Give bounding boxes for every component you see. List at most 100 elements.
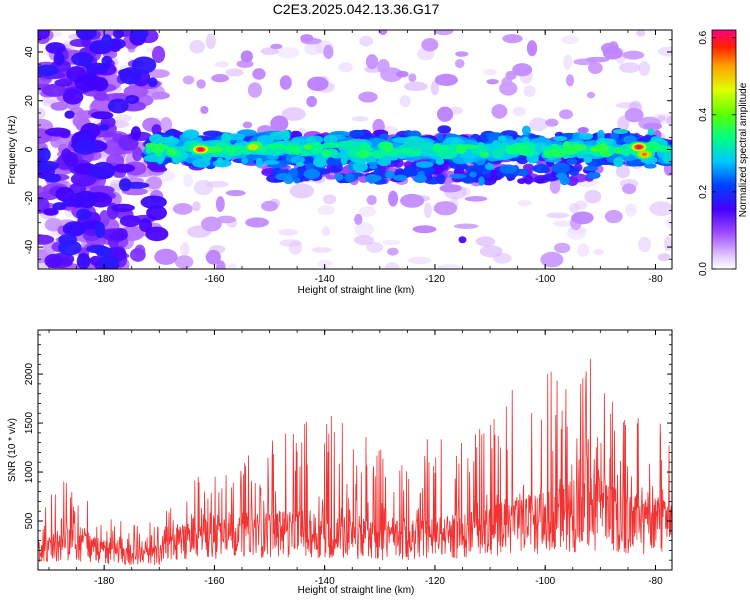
spectrogram-blob [533, 163, 549, 174]
spectrogram-blob [492, 139, 501, 148]
spectrogram-blob [358, 149, 369, 159]
spectrogram-blob [366, 241, 384, 253]
spectrogram-blob [211, 73, 229, 83]
spectrogram-blob [638, 61, 651, 76]
spectrogram-blob [596, 143, 609, 154]
spectrogram-blob [352, 161, 368, 172]
spectrogram-blob [146, 205, 167, 221]
spectrogram-blob [41, 83, 67, 97]
spectrogram-blob [42, 208, 59, 216]
spectrogram-blob [583, 165, 599, 172]
spectrogram-blob [90, 111, 114, 120]
colorbar-gradient [711, 29, 737, 270]
spectrogram-blob [636, 145, 642, 149]
spectrogram-blob [245, 217, 269, 228]
spectrogram-blob [592, 147, 598, 152]
spectrogram-y-tick-label: 0 [24, 146, 35, 152]
spectrogram-blob [325, 174, 338, 180]
spectrogram-blob [63, 151, 79, 168]
spectrogram-blob [622, 183, 637, 195]
spectrogram-blob [96, 130, 118, 138]
spectrogram-blob [637, 236, 652, 253]
spectrogram-blob [109, 232, 128, 241]
spectrogram-blob [228, 263, 237, 269]
spectrogram-blob [38, 160, 59, 172]
spectrogram-blob [101, 55, 113, 67]
spectrogram-blob [306, 95, 317, 108]
spectrogram-blob [521, 125, 531, 136]
spectrogram-blob [62, 221, 86, 237]
snr-x-tick-label: -100 [535, 576, 555, 587]
spectrogram-blob [197, 147, 204, 152]
spectrogram-blob [551, 162, 571, 174]
spectrogram-blob [404, 81, 428, 92]
spectrogram-blob [657, 253, 671, 262]
spectrogram-blob [624, 107, 644, 123]
spectrogram-blob [130, 126, 142, 141]
spectrogram-blob [182, 129, 200, 139]
spectrogram-blob [561, 35, 579, 45]
spectrogram-blob [613, 156, 624, 168]
spectrogram-blob [623, 135, 637, 144]
spectrogram-blob [602, 46, 623, 60]
spectrogram-blob [38, 30, 50, 40]
spectrogram-blob [577, 243, 590, 257]
spectrogram-blob [50, 101, 68, 111]
spectrogram-blob [180, 242, 190, 257]
spectrogram-blob [281, 129, 291, 142]
spectrogram-blob [549, 178, 561, 194]
spectrogram-blob [125, 94, 140, 104]
spectrogram-blob [412, 225, 437, 234]
spectrogram-blob [387, 247, 399, 256]
spectrogram-blob [498, 135, 507, 142]
spectrogram-blob [182, 75, 195, 85]
spectrogram-blob [540, 251, 564, 268]
spectrogram-blob [585, 56, 610, 63]
spectrogram-blob [76, 208, 92, 221]
spectrogram-blob [147, 69, 170, 78]
spectrogram-blob [612, 128, 629, 135]
spectrogram-blob [433, 201, 458, 216]
spectrogram-blob [566, 74, 575, 87]
spectrogram-blob [593, 249, 604, 256]
spectrogram-blob [279, 75, 292, 90]
spectrogram-blob [400, 193, 425, 208]
spectrogram-blob [423, 202, 432, 219]
spectrogram-blob [261, 200, 279, 212]
spectrogram-blob [321, 142, 342, 149]
spectrogram-x-tick-label: -140 [315, 274, 335, 285]
spectrogram-blob [303, 168, 321, 180]
spectrogram-blob [359, 35, 374, 47]
spectrogram-blob [348, 142, 362, 148]
spectrogram-blob [278, 228, 299, 236]
spectrogram-blob [566, 176, 579, 187]
spectrogram-blob [112, 163, 136, 173]
spectrogram-blob [281, 107, 306, 121]
spectrogram-blob [393, 174, 408, 182]
spectrogram-blob [44, 253, 63, 269]
spectrogram-blob [98, 124, 110, 131]
spectrogram-blob [535, 178, 545, 184]
spectrogram-blob [183, 174, 194, 188]
spectrogram-blob [145, 226, 169, 242]
spectrogram-blob [432, 143, 442, 154]
spectrogram-blob [499, 164, 518, 174]
spectrogram-blob [321, 226, 331, 237]
spectrogram-blob [615, 165, 631, 179]
spectrogram-blob [395, 70, 409, 78]
spectrogram-blob [374, 167, 381, 177]
snr-y-tick-label: 1500 [24, 412, 35, 435]
spectrogram-blob [528, 146, 536, 154]
spectrogram-blob [288, 240, 303, 255]
spectrogram-blob [340, 154, 348, 166]
snr-x-tick-label: -80 [648, 576, 663, 587]
spectrogram-blob [400, 147, 414, 154]
spectrogram-blob [562, 140, 571, 151]
spectrogram-blob [586, 91, 596, 99]
spectrogram-blob [132, 146, 143, 162]
spectrogram-blob [73, 139, 97, 155]
spectrogram-blob [166, 147, 177, 156]
spectrogram-blob [221, 132, 232, 143]
spectrogram-blob [115, 114, 132, 122]
spectrogram-blob [568, 167, 580, 176]
